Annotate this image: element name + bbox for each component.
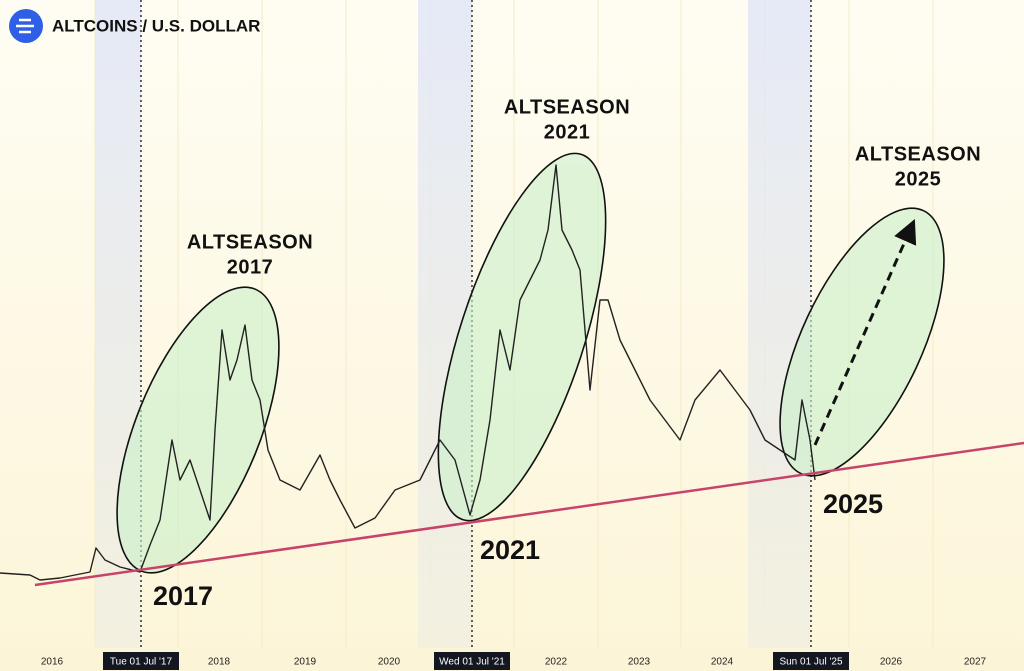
year-label: 2017	[153, 581, 213, 611]
trend-line	[34, 441, 1024, 587]
annotation: ALTSEASON	[187, 231, 313, 253]
price-line	[0, 164, 816, 581]
x-tick-label: 2016	[41, 657, 64, 668]
x-tick-label: 2023	[628, 657, 651, 668]
x-axis-labels: 2016 2018 2019 2020 2022 2023 2024 2026 2027 Tue …	[41, 652, 987, 670]
x-tick-label: 2018	[208, 657, 231, 668]
x-tick-label: 2024	[711, 657, 734, 668]
date-badge	[773, 652, 849, 670]
x-tick-label: 2027	[964, 657, 987, 668]
ellipses	[116, 152, 945, 574]
annotation: ALTSEASON	[504, 96, 630, 118]
date-badge-label: Sun 01 Jul '25	[779, 657, 843, 668]
shade-band	[748, 0, 811, 648]
projection-arrow	[813, 219, 917, 446]
x-axis	[0, 648, 1024, 671]
date-badge-label: Wed 01 Jul '21	[439, 657, 505, 668]
date-badge-label: Tue 01 Jul '17	[110, 657, 173, 668]
year-label: 2021	[480, 535, 540, 565]
date-badge	[434, 652, 510, 670]
x-tick-label: 2026	[880, 657, 903, 668]
x-tick-label: 2022	[545, 657, 568, 668]
annotation: ALTSEASON	[855, 143, 981, 165]
annotation: 2025	[895, 168, 942, 190]
annotation: 2021	[544, 121, 591, 143]
logo-glyph	[16, 18, 34, 34]
year-label: 2025	[823, 489, 883, 519]
annotation: 2017	[227, 256, 274, 278]
x-tick-label: 2020	[378, 657, 401, 668]
x-tick-label: 2019	[294, 657, 317, 668]
date-badge	[103, 652, 179, 670]
title: ALTCOINS / U.S. DOLLAR	[52, 16, 260, 35]
